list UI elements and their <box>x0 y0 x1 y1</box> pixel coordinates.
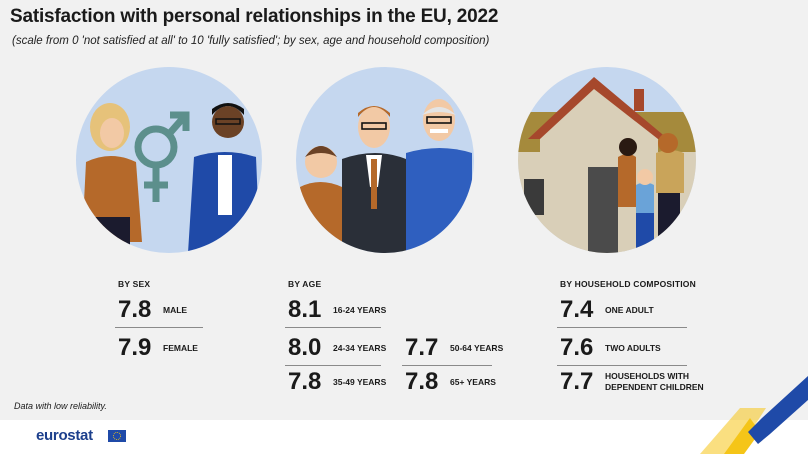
household-row-two-adults: 7.6 TWO ADULTS <box>560 334 661 362</box>
separator <box>115 327 203 328</box>
household-row-one-adult: 7.4 ONE ADULT <box>560 296 654 324</box>
value: 7.9 <box>118 334 152 361</box>
corner-decoration <box>700 376 808 454</box>
sex-row-male: 7.8 MALE <box>118 296 187 324</box>
boy-figure <box>300 182 342 253</box>
label-line-2: DEPENDENT CHILDREN <box>605 382 704 392</box>
section-label-age: BY AGE <box>288 279 322 289</box>
separator <box>285 327 381 328</box>
label-line-1: HOUSEHOLDS WITH <box>605 371 690 381</box>
age-row-35-49: 7.8 35-49 YEARS <box>288 368 386 396</box>
sex-illustration <box>76 67 262 253</box>
value: 7.8 <box>288 368 322 395</box>
label: ONE ADULT <box>605 304 654 315</box>
sex-row-female: 7.9 FEMALE <box>118 334 198 362</box>
eu-flag-icon <box>108 430 126 442</box>
value: 7.8 <box>405 368 439 395</box>
reliability-note: Data with low reliability. <box>14 401 107 411</box>
age-row-65-plus: 7.8 65+ YEARS <box>405 368 496 396</box>
household-illustration <box>518 67 696 253</box>
separator <box>557 327 687 328</box>
label: FEMALE <box>163 342 198 353</box>
section-label-sex: BY SEX <box>118 279 151 289</box>
value: 7.7 <box>560 368 594 395</box>
value: 7.8 <box>118 296 152 323</box>
separator <box>285 365 381 366</box>
section-label-household: BY HOUSEHOLD COMPOSITION <box>560 279 696 289</box>
gender-symbol-icon <box>134 111 190 202</box>
value: 7.7 <box>405 334 439 361</box>
eurostat-logo: eurostat <box>36 427 93 444</box>
label: 24-34 YEARS <box>333 342 387 353</box>
household-row-children: 7.7 HOUSEHOLDS WITH DEPENDENT CHILDREN <box>560 368 704 396</box>
label: 65+ YEARS <box>450 376 496 387</box>
separator <box>402 365 492 366</box>
label: 50-64 YEARS <box>450 342 504 353</box>
old-man-figure <box>406 148 472 253</box>
label: HOUSEHOLDS WITH DEPENDENT CHILDREN <box>605 371 704 393</box>
value: 7.4 <box>560 296 594 323</box>
age-row-50-64: 7.7 50-64 YEARS <box>405 334 503 362</box>
age-row-16-24: 8.1 16-24 YEARS <box>288 296 386 324</box>
page-subtitle: (scale from 0 'not satisfied at all' to … <box>12 35 490 47</box>
footer-bar <box>0 420 808 454</box>
age-illustration <box>296 67 474 253</box>
value: 8.1 <box>288 296 322 323</box>
label: MALE <box>163 304 188 315</box>
separator <box>557 365 687 366</box>
label: TWO ADULTS <box>605 342 661 353</box>
page-title: Satisfaction with personal relationships… <box>10 6 499 27</box>
label: 16-24 YEARS <box>333 304 387 315</box>
value: 7.6 <box>560 334 594 361</box>
age-row-24-34: 8.0 24-34 YEARS <box>288 334 386 362</box>
value: 8.0 <box>288 334 322 361</box>
label: 35-49 YEARS <box>333 376 387 387</box>
